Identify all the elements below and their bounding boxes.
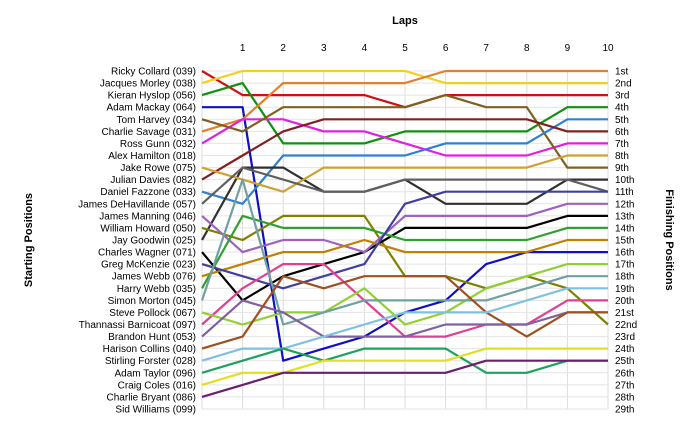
- starting-driver-label: Tom Harvey (034): [117, 115, 196, 126]
- starting-driver-label: Charles Wagner (071): [98, 248, 196, 259]
- lap-tick-label: 5: [402, 43, 408, 54]
- starting-driver-label: James Webb (076): [112, 272, 196, 283]
- starting-driver-label: Daniel Fazzone (033): [100, 187, 196, 198]
- driver-position-line: [201, 347, 608, 374]
- starting-driver-label: Steve Pollock (067): [109, 308, 196, 319]
- driver-position-line: [201, 238, 608, 278]
- finish-position-label: 10th: [615, 175, 634, 186]
- finish-position-label: 2nd: [615, 79, 632, 90]
- starting-driver-label: Charlie Bryant (086): [107, 392, 196, 403]
- driver-position-line: [201, 287, 608, 362]
- finish-position-label: 5th: [615, 115, 629, 126]
- finish-position-label: 22nd: [615, 320, 637, 331]
- starting-driver-label: James Manning (046): [99, 211, 196, 222]
- lap-tick-labels: 1 2 3 4 5 6 7 8 9 10: [240, 43, 614, 54]
- driver-position-line: [201, 263, 608, 326]
- driver-position-line: [200, 178, 608, 326]
- starting-driver-label: Simon Morton (045): [108, 296, 196, 307]
- starting-driver-label: Adam Mackay (064): [107, 103, 196, 114]
- position-lines: [200, 69, 609, 398]
- driver-position-line: [201, 154, 608, 193]
- driver-position-line: [201, 118, 608, 181]
- driver-position-line: [201, 347, 608, 386]
- finish-position-label: 6th: [615, 127, 629, 138]
- starting-driver-label: Jacques Morley (038): [100, 79, 196, 90]
- lap-tick-label: 10: [602, 43, 614, 54]
- lap-tick-label: 7: [483, 43, 489, 54]
- finish-position-label: 12th: [615, 199, 634, 210]
- starting-driver-label: Julian Davies (082): [110, 175, 196, 186]
- starting-driver-label: Jake Rowe (075): [120, 163, 196, 174]
- finish-position-label: 26th: [615, 368, 634, 379]
- finish-position-label: 13th: [615, 211, 634, 222]
- driver-position-line: [201, 299, 608, 338]
- x-axis-title: Laps: [392, 15, 418, 27]
- finish-position-label: 24th: [615, 344, 634, 355]
- finish-position-label: 8th: [615, 151, 629, 162]
- driver-position-line: [201, 69, 608, 133]
- lap-tick-label: 1: [240, 43, 246, 54]
- finish-position-label: 4th: [615, 103, 629, 114]
- starting-driver-label: Kieran Hyslop (056): [108, 91, 196, 102]
- lap-tick-label: 6: [443, 43, 449, 54]
- starting-driver-label: Harry Webb (035): [117, 284, 196, 295]
- finish-position-label: 16th: [615, 248, 634, 259]
- starting-driver-label: Sid Williams (099): [115, 405, 196, 416]
- starting-driver-label: Jay Goodwin (025): [112, 236, 196, 247]
- lap-tick-label: 2: [280, 43, 286, 54]
- finishing-position-labels: 1st2nd3rd4th5th6th7th8th9th10th11th12th1…: [615, 67, 637, 416]
- starting-driver-label: James DeHavillande (057): [78, 199, 196, 210]
- starting-driver-label: Craig Coles (016): [118, 380, 196, 391]
- finish-position-label: 11th: [615, 187, 634, 198]
- starting-driver-label: Ross Gunn (032): [120, 139, 196, 150]
- finish-position-label: 3rd: [615, 91, 629, 102]
- driver-position-line: [201, 190, 608, 290]
- starting-driver-label: Harison Collins (040): [103, 344, 196, 355]
- finish-position-label: 18th: [615, 272, 634, 283]
- finish-position-label: 25th: [615, 356, 634, 367]
- finish-position-label: 15th: [615, 236, 634, 247]
- starting-driver-label: Brandon Hunt (053): [108, 332, 196, 343]
- driver-position-line: [201, 275, 608, 350]
- finish-position-label: 14th: [615, 223, 634, 234]
- lap-tick-label: 8: [524, 43, 530, 54]
- finish-position-label: 17th: [615, 260, 634, 271]
- driver-position-line: [201, 214, 608, 289]
- lap-tick-label: 3: [321, 43, 327, 54]
- finish-position-label: 27th: [615, 380, 634, 391]
- driver-position-line: [201, 202, 608, 254]
- driver-position-line: [201, 166, 609, 205]
- starting-position-labels: Ricky Collard (039)Jacques Morley (038)K…: [78, 67, 196, 416]
- starting-driver-label: Ricky Collard (039): [111, 67, 196, 78]
- lap-tick-label: 4: [362, 43, 368, 54]
- driver-position-line: [201, 69, 608, 85]
- starting-driver-label: Charlie Savage (031): [102, 127, 197, 138]
- starting-driver-label: Greg McKenzie (023): [101, 260, 196, 271]
- starting-driver-label: Thannassi Barnicoat (097): [79, 320, 196, 331]
- driver-position-line: [201, 118, 608, 205]
- finish-position-label: 1st: [615, 67, 629, 78]
- finish-position-label: 29th: [615, 405, 634, 416]
- driver-position-line: [201, 359, 608, 398]
- finish-position-label: 7th: [615, 139, 629, 150]
- finish-position-label: 21st: [615, 308, 634, 319]
- finish-position-label: 9th: [615, 163, 629, 174]
- starting-driver-label: Adam Taylor (096): [114, 368, 196, 379]
- starting-driver-label: Alex Hamilton (018): [108, 151, 196, 162]
- right-axis-title: Finishing Positions: [663, 189, 675, 290]
- lap-tick-label: 9: [565, 43, 571, 54]
- starting-driver-label: William Howard (050): [100, 223, 196, 234]
- finish-position-label: 19th: [615, 284, 634, 295]
- starting-driver-label: Stirling Forster (028): [105, 356, 196, 367]
- finish-position-label: 28th: [615, 392, 634, 403]
- finish-position-label: 20th: [615, 296, 634, 307]
- driver-position-line: [201, 93, 608, 169]
- finish-position-label: 23rd: [615, 332, 635, 343]
- driver-position-line: [201, 118, 608, 157]
- left-axis-title: Starting Positions: [23, 193, 35, 287]
